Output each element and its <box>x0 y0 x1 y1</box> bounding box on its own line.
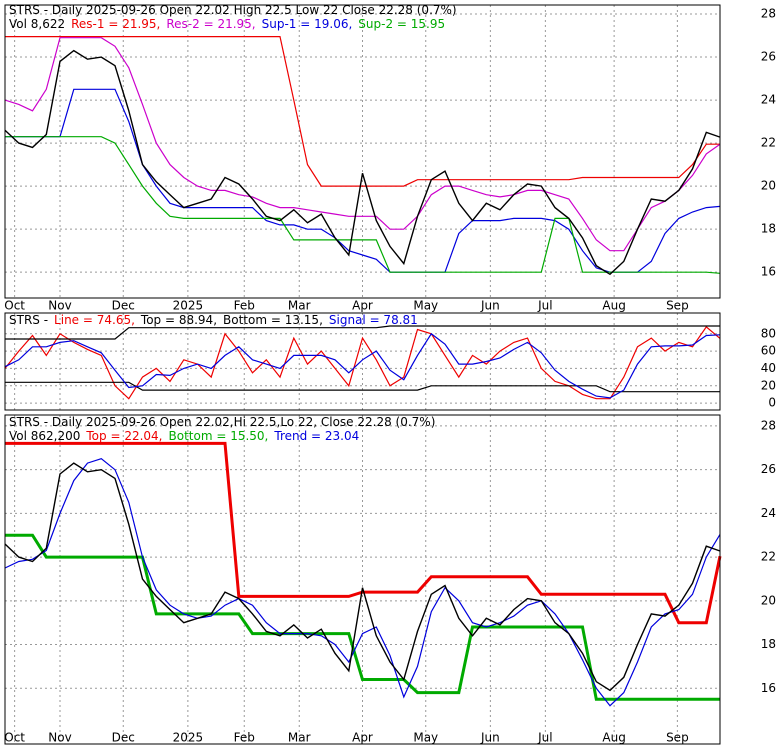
x-tick-label: Apr <box>352 731 373 745</box>
y-tick-label: 28 <box>761 7 776 21</box>
y-tick-label: 24 <box>761 506 776 520</box>
indicator-line <box>4 37 721 252</box>
y-tick-label: 26 <box>761 50 776 64</box>
y-tick-label: 18 <box>761 222 776 236</box>
y-tick-label: 60 <box>761 344 776 358</box>
panel-background <box>5 415 720 744</box>
indicator-line <box>5 36 720 187</box>
y-tick-label: 40 <box>761 361 776 375</box>
title-text: STRS - Daily 2025-09-26 Open 22.02,Hi 22… <box>9 415 435 429</box>
x-tick-label: 2025 <box>173 731 204 745</box>
y-tick-label: 20 <box>761 378 776 392</box>
legend-entry: Trend = 23.04 <box>273 429 359 443</box>
volume-text: Vol 8,622 <box>9 17 65 31</box>
y-tick-label: 20 <box>761 593 776 607</box>
x-tick-label: Aug <box>602 299 625 313</box>
x-tick-label: Nov <box>48 731 71 745</box>
panel-legend: Vol 8,622 Res-1 = 21.95, Res-2 = 21.95, Sup… <box>9 17 445 31</box>
legend-entry: Bottom = 15.50, <box>169 429 269 443</box>
x-tick-label: Feb <box>234 299 255 313</box>
x-tick-label: Jun <box>480 299 500 313</box>
y-tick-label: 22 <box>761 136 776 150</box>
x-tick-label: Sep <box>666 731 689 745</box>
x-tick-label: Jul <box>537 299 552 313</box>
x-tick-label: Dec <box>112 731 135 745</box>
legend-entry: Bottom = 13.15, <box>223 313 323 327</box>
panel-title: STRS - Daily 2025-09-26 Open 22.02,Hi 22… <box>9 415 435 429</box>
x-tick-label: May <box>413 299 438 313</box>
price-line <box>4 49 721 276</box>
panel-frame <box>4 4 721 299</box>
legend-entry: Sup-1 = 19.06, <box>262 17 353 31</box>
legend-entry: Res-2 = 21.95, <box>166 17 255 31</box>
panel-frame <box>4 414 721 745</box>
legend-entry: Top = 88.94, <box>140 313 217 327</box>
indicator-line <box>5 136 721 274</box>
indicator-line <box>4 332 721 399</box>
legend-entry: Top = 22.04, <box>85 429 162 443</box>
x-tick-label: Mar <box>288 299 311 313</box>
y-tick-label: 16 <box>761 265 776 279</box>
title-text: STRS - <box>9 313 48 327</box>
indicator-line <box>5 325 720 340</box>
x-tick-label: Jun <box>480 731 500 745</box>
indicator-line <box>5 441 722 625</box>
x-tick-label: Oct <box>4 299 25 313</box>
y-tick-label: 16 <box>761 681 776 695</box>
indicator-line <box>4 458 721 707</box>
panel-legend: Vol 862,200 Top = 22.04, Bottom = 15.50, Tr… <box>9 429 359 443</box>
y-tick-label: 28 <box>761 418 776 432</box>
legend-entry: Res-1 = 21.95, <box>71 17 160 31</box>
panel-title: STRS - Line = 74.65, Top = 88.94, Bottom = … <box>9 313 418 327</box>
x-tick-label: Mar <box>288 731 311 745</box>
panel-title: STRS - Daily 2025-09-26 Open 22.02 High … <box>9 3 457 17</box>
y-tick-label: 20 <box>761 179 776 193</box>
y-tick-label: 26 <box>761 462 776 476</box>
price-line <box>4 462 721 692</box>
title-text: STRS - Daily 2025-09-26 Open 22.02 High … <box>9 3 457 17</box>
y-tick-label: 22 <box>761 550 776 564</box>
x-tick-label: Dec <box>112 299 135 313</box>
x-tick-label: Aug <box>602 731 625 745</box>
indicator-line <box>4 326 721 400</box>
x-tick-label: Apr <box>352 299 373 313</box>
legend-entry: Sup-2 = 15.95 <box>358 17 445 31</box>
legend-entry: Signal = 78.81 <box>329 313 418 327</box>
y-tick-label: 24 <box>761 93 776 107</box>
indicator-line <box>5 533 720 701</box>
x-tick-label: May <box>413 731 438 745</box>
legend-entry: Line = 74.65, <box>54 313 135 327</box>
x-tick-label: Nov <box>48 299 71 313</box>
y-tick-label: 18 <box>761 637 776 651</box>
x-tick-label: Feb <box>234 731 255 745</box>
x-tick-label: 2025 <box>173 299 204 313</box>
x-tick-label: Sep <box>666 299 689 313</box>
x-tick-label: Jul <box>537 731 552 745</box>
y-tick-label: 80 <box>761 326 776 340</box>
y-tick-label: 0 <box>768 396 776 410</box>
volume-text: Vol 862,200 <box>9 429 80 443</box>
panel-frame <box>4 312 721 411</box>
x-tick-label: Oct <box>4 731 25 745</box>
